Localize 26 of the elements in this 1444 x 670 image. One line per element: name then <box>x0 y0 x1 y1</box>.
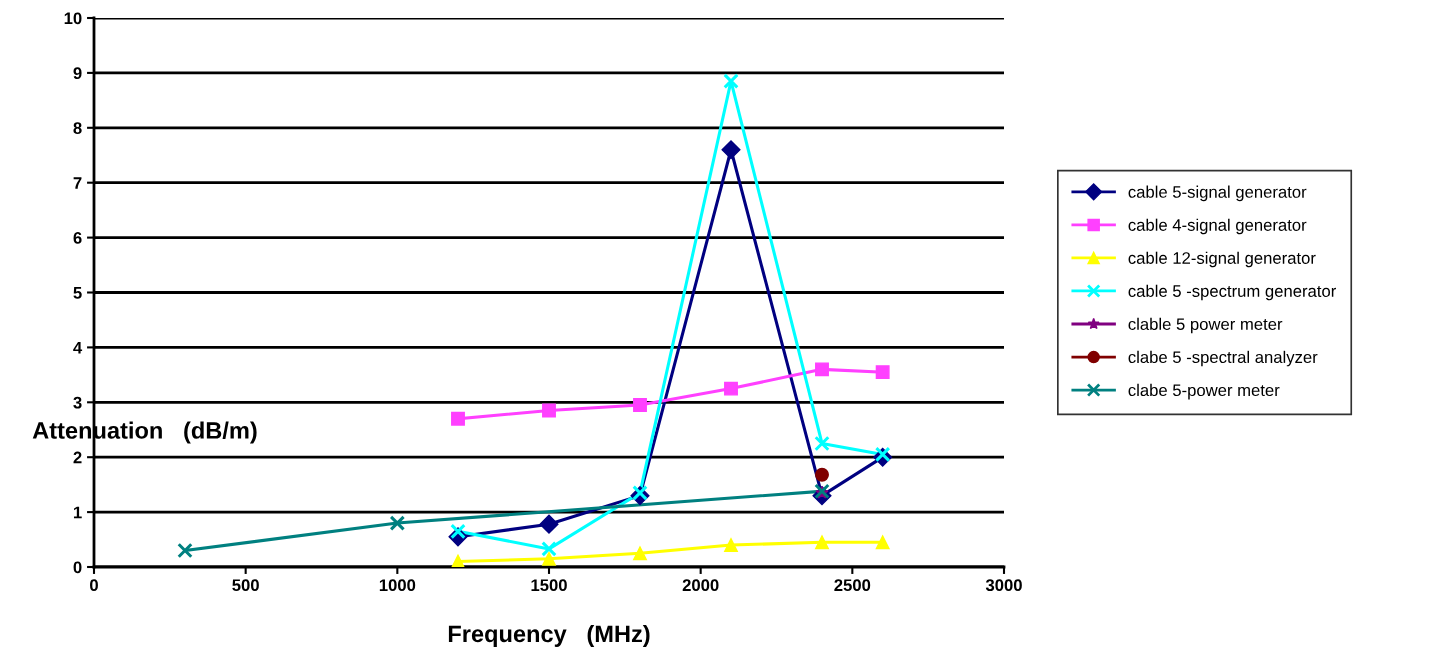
legend-label: cable 4-signal generator <box>1128 218 1307 235</box>
legend-label: clabe 5 -spectral analyzer <box>1128 350 1318 367</box>
y-tick-label: 1 <box>73 506 82 519</box>
x-axis-title: Frequency (MHz) <box>448 624 650 647</box>
x-tick-label: 3000 <box>985 579 1022 592</box>
y-tick-label: 10 <box>64 12 82 25</box>
legend-label: cable 5-signal generator <box>1128 185 1307 202</box>
x-tick-label: 2500 <box>834 579 871 592</box>
x-tick-label: 1500 <box>531 579 567 592</box>
legend-label: cable 12-signal generator <box>1128 251 1316 268</box>
legend-label: clable 5 power meter <box>1128 317 1283 334</box>
y-tick-label: 6 <box>73 232 82 244</box>
x-tick-label: 0 <box>90 579 98 592</box>
y-tick-label: 2 <box>73 451 82 464</box>
legend-label: cable 5 -spectrum generator <box>1128 284 1336 301</box>
y-tick-label: 5 <box>73 287 82 299</box>
y-tick-label: 0 <box>73 561 82 574</box>
y-tick-label: 8 <box>73 122 82 134</box>
x-tick-label: 1000 <box>379 579 416 592</box>
y-tick-label: 9 <box>73 67 82 80</box>
x-tick-label: 500 <box>232 579 259 592</box>
x-tick-label: 2000 <box>682 579 719 592</box>
y-tick-label: 7 <box>73 177 82 189</box>
legend-label: clabe 5-power meter <box>1128 383 1280 400</box>
y-tick-label: 3 <box>73 396 82 409</box>
y-tick-label: 4 <box>73 341 83 354</box>
